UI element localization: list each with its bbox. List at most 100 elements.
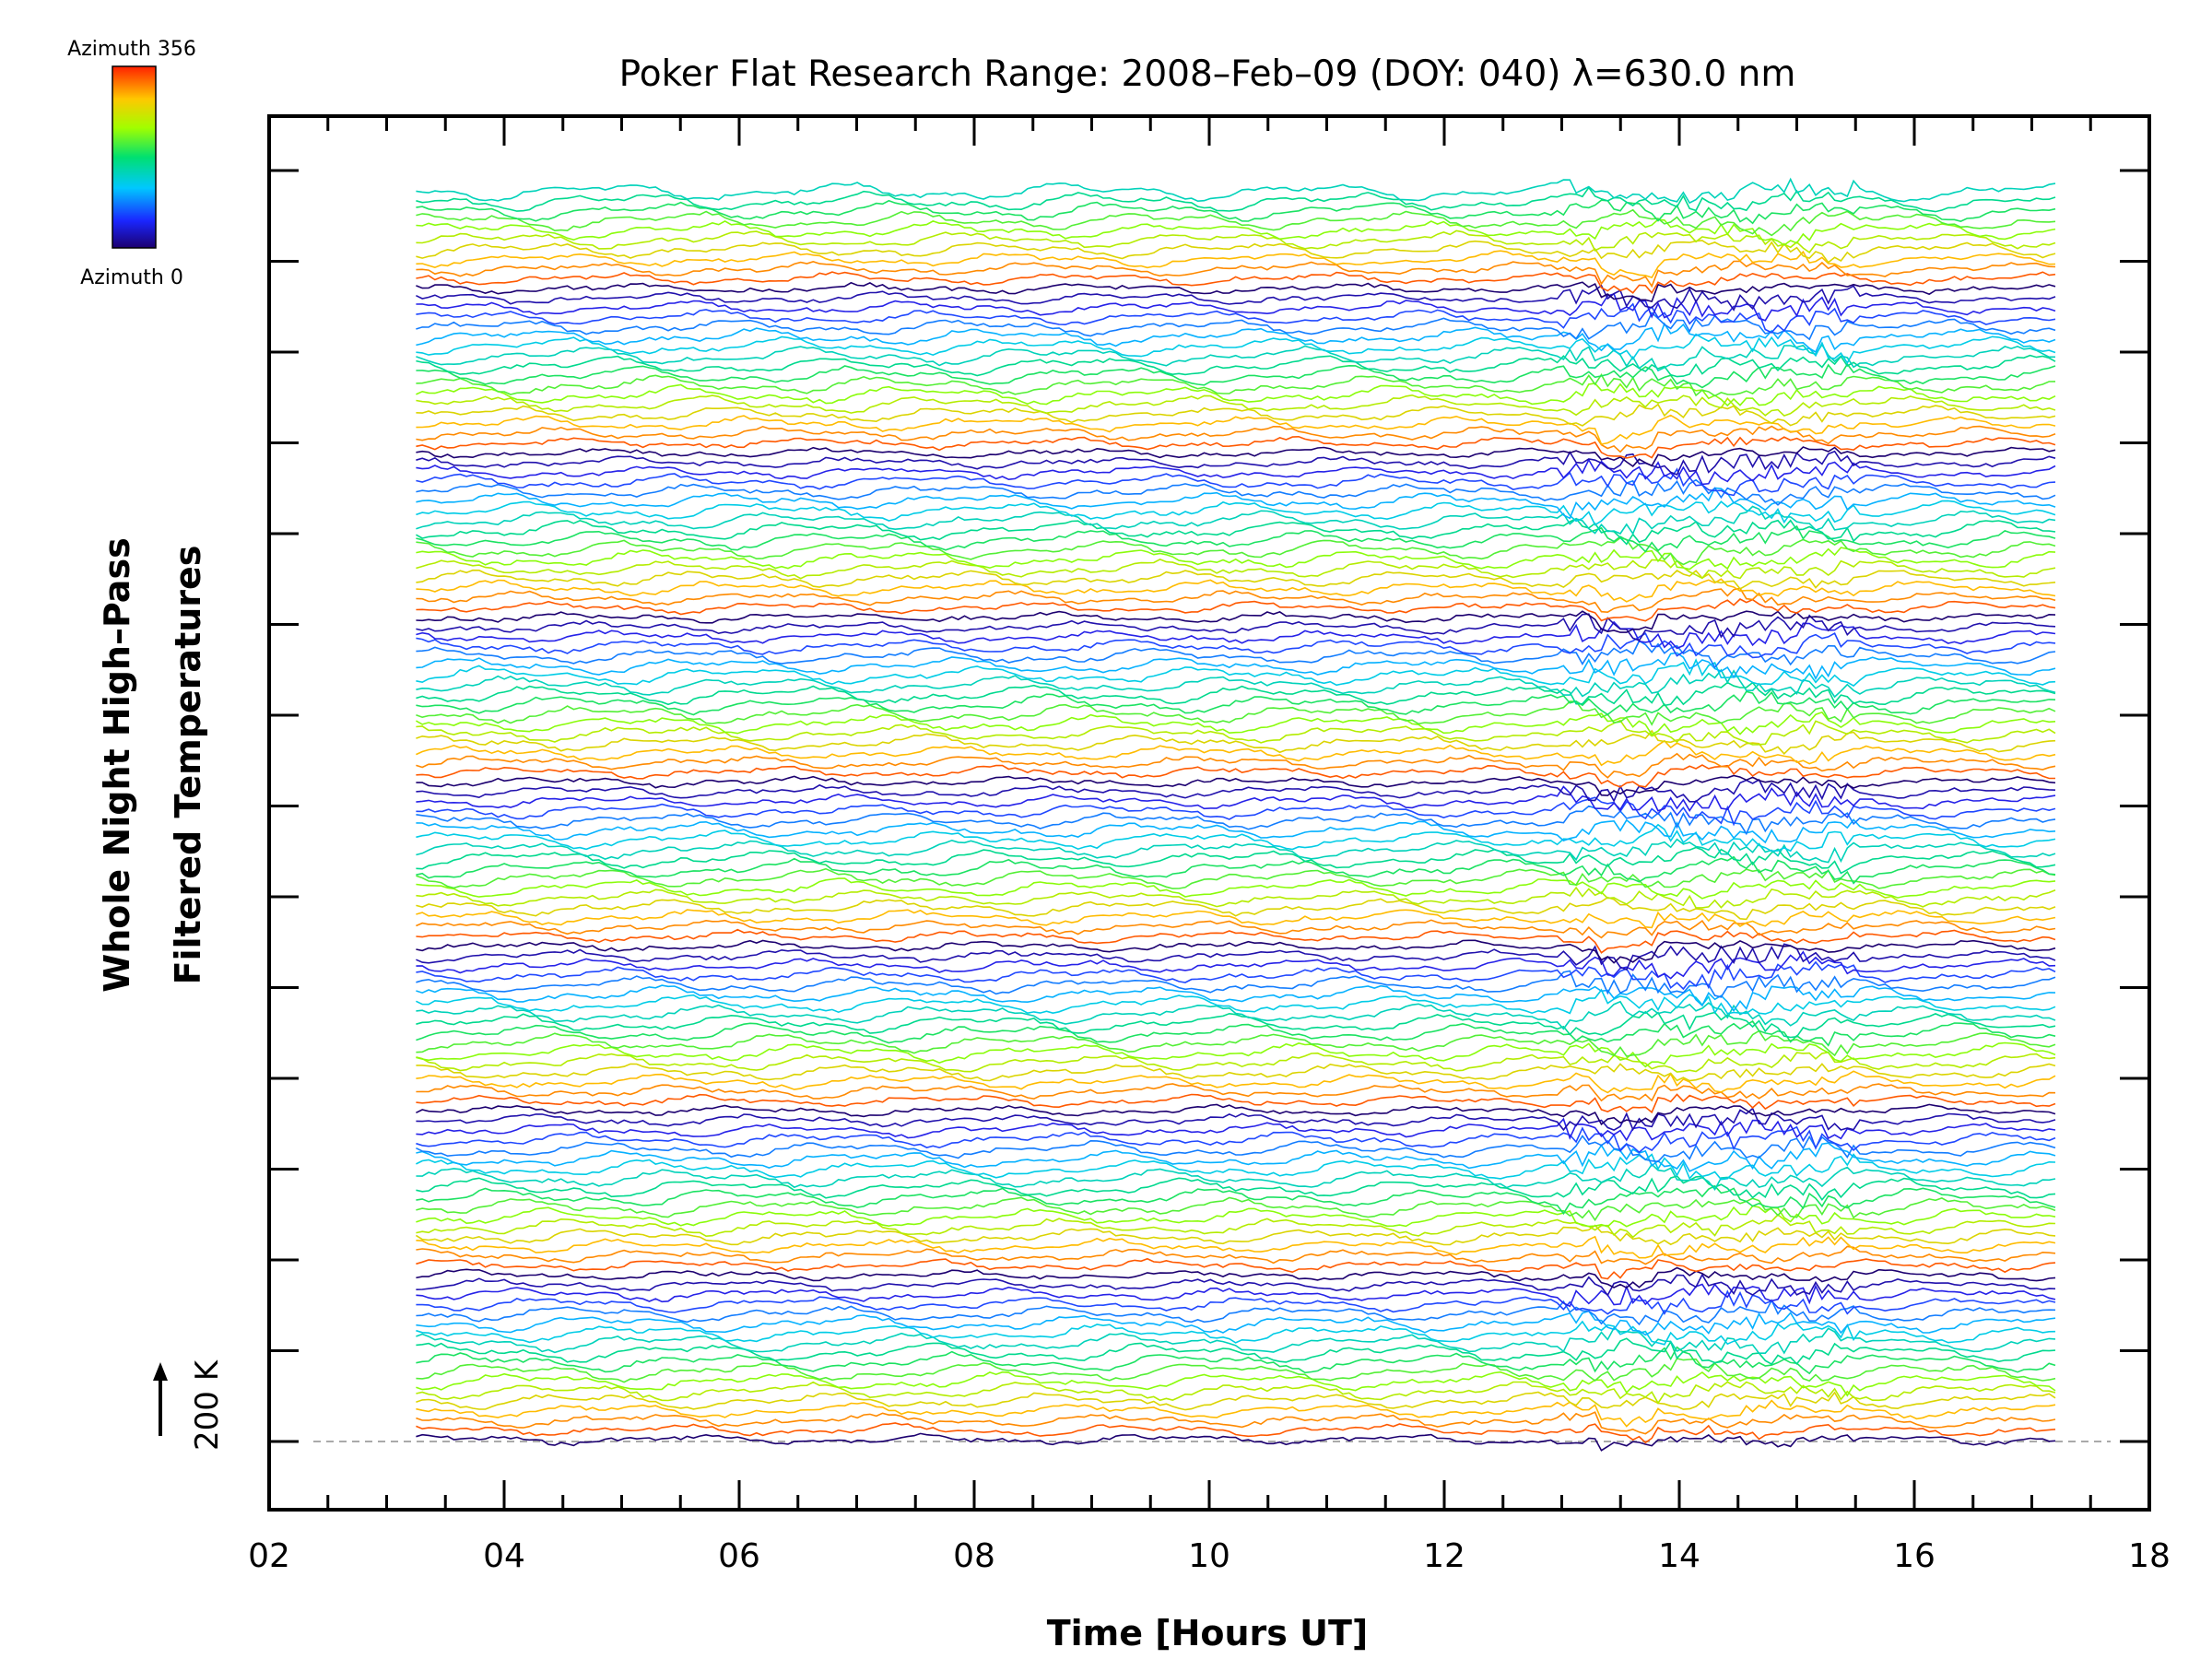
- trace-line: [416, 292, 2056, 322]
- x-tick-label: 14: [1658, 1537, 1700, 1575]
- trace-line: [416, 774, 2056, 796]
- trace-line: [416, 177, 2056, 205]
- trace-line: [416, 1411, 2056, 1435]
- trace-line: [416, 668, 2056, 699]
- trace-line: [416, 578, 2056, 603]
- trace-line: [416, 690, 2056, 716]
- trace-line: [416, 1358, 2056, 1383]
- trace-line: [416, 587, 2056, 614]
- chart-title: Poker Flat Research Range: 2008–Feb–09 (…: [619, 53, 1796, 95]
- trace-line: [416, 382, 2056, 407]
- trace-line: [416, 1000, 2056, 1030]
- trace-line: [416, 613, 2056, 641]
- trace-line: [416, 778, 2056, 803]
- trace-group: [415, 177, 2056, 1452]
- trace-line: [416, 1432, 2056, 1452]
- trace-line: [416, 610, 2056, 633]
- colorbar-gradient: [112, 65, 157, 249]
- x-tick-label: 06: [718, 1537, 760, 1575]
- trace-line: [416, 950, 2056, 980]
- trace-line: [416, 1320, 2056, 1346]
- x-tick-label: 16: [1893, 1537, 1936, 1575]
- trace-line: [416, 700, 2056, 726]
- trace-line: [416, 1142, 2056, 1172]
- trace-line: [416, 739, 2056, 767]
- trace-line: [416, 796, 2056, 827]
- trace-line: [416, 1381, 2056, 1405]
- trace-line: [416, 1283, 2056, 1308]
- x-tick-label: 18: [2128, 1537, 2171, 1575]
- trace-line: [416, 478, 2056, 506]
- trace-line: [416, 631, 2056, 659]
- trace-line: [416, 886, 2056, 909]
- trace-line: [416, 1041, 2056, 1068]
- trace-line: [416, 1346, 2056, 1375]
- trace-line: [416, 524, 2056, 553]
- trace-line: [416, 322, 2056, 354]
- trace-line: [416, 1070, 2056, 1094]
- trace-line: [416, 271, 2056, 295]
- trace-line: [416, 1213, 2056, 1239]
- trace-line: [416, 547, 2056, 571]
- trace-line: [416, 1257, 2056, 1280]
- trace-line: [416, 1083, 2056, 1102]
- colorbar: Azimuth 356 Azimuth 0: [67, 38, 196, 289]
- scale-bar: 200 K: [153, 1359, 226, 1451]
- trace-line: [416, 764, 2055, 788]
- trace-line: [416, 536, 2056, 566]
- trace-line: [416, 943, 2056, 971]
- trace-line: [416, 458, 2056, 486]
- trace-line: [416, 1266, 2056, 1289]
- trace-line: [416, 467, 2056, 497]
- trace-line: [416, 867, 2056, 889]
- trace-line: [416, 281, 2056, 303]
- trace-line: [416, 928, 2056, 954]
- trace-line: [415, 1224, 2056, 1246]
- x-tick-label: 04: [483, 1537, 525, 1575]
- trace-line: [416, 446, 2056, 467]
- trace-line: [416, 960, 2056, 991]
- trace-line: [416, 681, 2056, 707]
- y-axis-label-line1: Whole Night High–Pass: [97, 537, 137, 992]
- trace-line: [416, 1235, 2056, 1259]
- trace-line: [416, 505, 2056, 535]
- trace-line: [416, 1371, 2056, 1397]
- trace-line: [416, 1093, 2056, 1114]
- x-tick-label: 08: [953, 1537, 995, 1575]
- trace-line: [416, 250, 2056, 279]
- trace-line: [416, 970, 2056, 998]
- trace-line: [416, 414, 2056, 445]
- trace-line: [416, 1030, 2056, 1057]
- trace-line: [416, 1163, 2056, 1192]
- trace-line: [416, 988, 2056, 1015]
- trace-line: [416, 1153, 2056, 1181]
- trace-line: [416, 598, 2056, 622]
- x-axis-label: Time [Hours UT]: [1047, 1613, 1369, 1653]
- trace-line: [416, 394, 2056, 418]
- trace-line: [416, 1019, 2056, 1047]
- trace-line: [416, 939, 2056, 964]
- trace-line: [416, 425, 2056, 453]
- trace-line: [416, 729, 2056, 755]
- trace-line: [416, 1175, 2056, 1202]
- trace-line: [416, 984, 2056, 1013]
- trace-line: [416, 302, 2056, 334]
- scale-bar-label: 200 K: [189, 1359, 226, 1451]
- x-tick-label: 12: [1423, 1537, 1465, 1575]
- trace-line: [416, 312, 2056, 341]
- trace-line: [416, 919, 2056, 939]
- trace-line: [416, 1010, 2056, 1039]
- trace-line: [416, 208, 2056, 237]
- trace-line: [416, 218, 2056, 246]
- trace-line: [416, 1184, 2056, 1216]
- trace-line: [416, 1103, 2056, 1126]
- tick-group: [267, 116, 2151, 1510]
- x-tick-label: 02: [248, 1537, 290, 1575]
- trace-line: [416, 1205, 2056, 1228]
- trace-line: [416, 640, 2056, 669]
- trace-line: [416, 1310, 2056, 1336]
- trace-line: [416, 450, 2056, 477]
- trace-line: [416, 343, 2055, 372]
- trace-line: [416, 620, 2056, 650]
